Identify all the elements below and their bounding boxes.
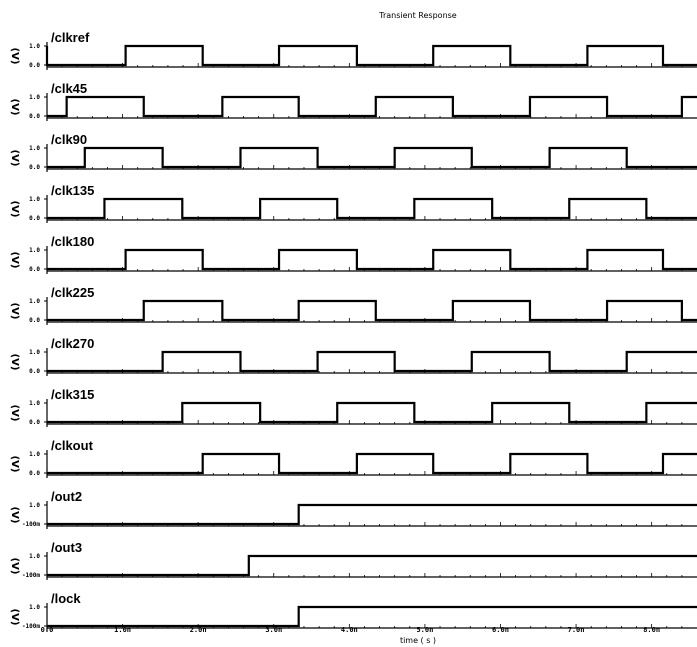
y-unit-label: (V)	[9, 354, 20, 371]
y-tick-label: 1.0	[29, 298, 40, 305]
y-tick-label: 0.0	[29, 368, 40, 375]
signal-label-clkref: /clkref	[51, 30, 90, 45]
signal-label-clk135: /clk135	[51, 183, 94, 198]
y-tick-label: 1.0	[29, 502, 40, 509]
y-tick-label: 0.0	[29, 317, 40, 324]
y-tick-label: -100m	[22, 572, 40, 579]
signal-label-clk225: /clk225	[51, 285, 94, 300]
y-unit-label: (V)	[9, 609, 20, 626]
y-tick-label: 1.0	[29, 604, 40, 611]
waveform-clk315	[47, 401, 697, 424]
y-tick-label: 1.0	[29, 94, 40, 101]
y-tick-label: -100m	[22, 623, 40, 630]
waveform-clk45	[47, 95, 697, 118]
x-tick-label: 3.0n	[265, 626, 282, 634]
waveform-clk135	[47, 197, 697, 220]
waveform-clk270	[47, 350, 697, 373]
signal-label-clkout: /clkout	[51, 438, 94, 453]
signal-label-out2: /out2	[51, 489, 82, 504]
x-tick-label: 7.0n	[568, 626, 585, 634]
x-tick-label: 2.0n	[190, 626, 207, 634]
waveform-clk90	[47, 146, 697, 169]
signal-label-clk270: /clk270	[51, 336, 94, 351]
y-unit-label: (V)	[9, 252, 20, 269]
y-tick-label: 1.0	[29, 400, 40, 407]
y-tick-label: 1.0	[29, 145, 40, 152]
panel-clk225: /clk225 (V) 1.0 0.0	[9, 285, 697, 325]
waveform-lock	[47, 605, 697, 628]
y-unit-label: (V)	[9, 507, 20, 524]
signal-label-clk45: /clk45	[51, 81, 87, 96]
panel-lock: /lock (V) 1.0 -100m	[9, 591, 697, 631]
y-tick-label: 1.0	[29, 553, 40, 560]
waveform-clkref	[45, 44, 697, 67]
y-unit-label: (V)	[9, 558, 20, 575]
signal-panels: /clkref (V) 1.0 0.0/clk45 (V) 1.0 0.0/clk90 (V)…	[9, 30, 697, 631]
y-tick-label: 1.0	[29, 43, 40, 50]
panel-clk315: /clk315 (V) 1.0 0.0	[9, 387, 697, 427]
y-unit-label: (V)	[9, 303, 20, 320]
panel-clk180: /clk180 (V) 1.0 0.0	[9, 234, 697, 274]
y-tick-label: 0.0	[29, 164, 40, 171]
y-tick-label: 1.0	[29, 451, 40, 458]
y-unit-label: (V)	[9, 405, 20, 422]
y-tick-label: 0.0	[29, 113, 40, 120]
x-tick-label: 8.0n	[643, 626, 660, 634]
y-unit-label: (V)	[9, 150, 20, 167]
signal-label-clk90: /clk90	[51, 132, 87, 147]
y-tick-label: 0.0	[29, 215, 40, 222]
signal-label-out3: /out3	[51, 540, 82, 555]
waveform-clk225	[47, 299, 697, 322]
y-unit-label: (V)	[9, 48, 20, 65]
x-tick-label: 0.0	[41, 626, 54, 634]
y-tick-label: 1.0	[29, 247, 40, 254]
y-unit-label: (V)	[9, 99, 20, 116]
y-tick-label: 0.0	[29, 62, 40, 69]
y-tick-label: 0.0	[29, 266, 40, 273]
x-tick-label: 6.0n	[492, 626, 509, 634]
x-axis-label: time ( s )	[400, 636, 436, 645]
panel-clk45: /clk45 (V) 1.0 0.0	[9, 81, 697, 121]
waveform-clk180	[47, 248, 697, 271]
panel-clk270: /clk270 (V) 1.0 0.0	[9, 336, 697, 376]
waveform-out3	[47, 554, 697, 577]
x-tick-label: 4.0n	[341, 626, 358, 634]
waveform-clkout	[47, 452, 697, 475]
y-tick-label: 1.0	[29, 196, 40, 203]
signal-label-clk315: /clk315	[51, 387, 94, 402]
panel-clk135: /clk135 (V) 1.0 0.0	[9, 183, 697, 223]
signal-label-clk180: /clk180	[51, 234, 94, 249]
panel-clkref: /clkref (V) 1.0 0.0	[9, 30, 697, 70]
chart-title: Transient Response	[378, 11, 457, 20]
y-tick-label: 0.0	[29, 470, 40, 477]
y-unit-label: (V)	[9, 456, 20, 473]
panel-out3: /out3 (V) 1.0 -100m	[9, 540, 697, 580]
panel-out2: /out2 (V) 1.0 -100m	[9, 489, 697, 529]
signal-label-lock: /lock	[51, 591, 81, 606]
panel-clkout: /clkout (V) 1.0 0.0	[9, 438, 697, 478]
x-tick-label: 5.0n	[416, 626, 433, 634]
y-tick-label: -100m	[22, 521, 40, 528]
x-tick-label: 1.0n	[114, 626, 131, 634]
panel-clk90: /clk90 (V) 1.0 0.0	[9, 132, 697, 172]
x-axis: 0.0 1.0n 2.0n 3.0n 4.0n 5.0n 6.0n 7.0n 8.0n	[41, 626, 660, 634]
y-unit-label: (V)	[9, 201, 20, 218]
y-tick-label: 1.0	[29, 349, 40, 356]
waveform-out2	[47, 503, 697, 526]
y-tick-label: 0.0	[29, 419, 40, 426]
